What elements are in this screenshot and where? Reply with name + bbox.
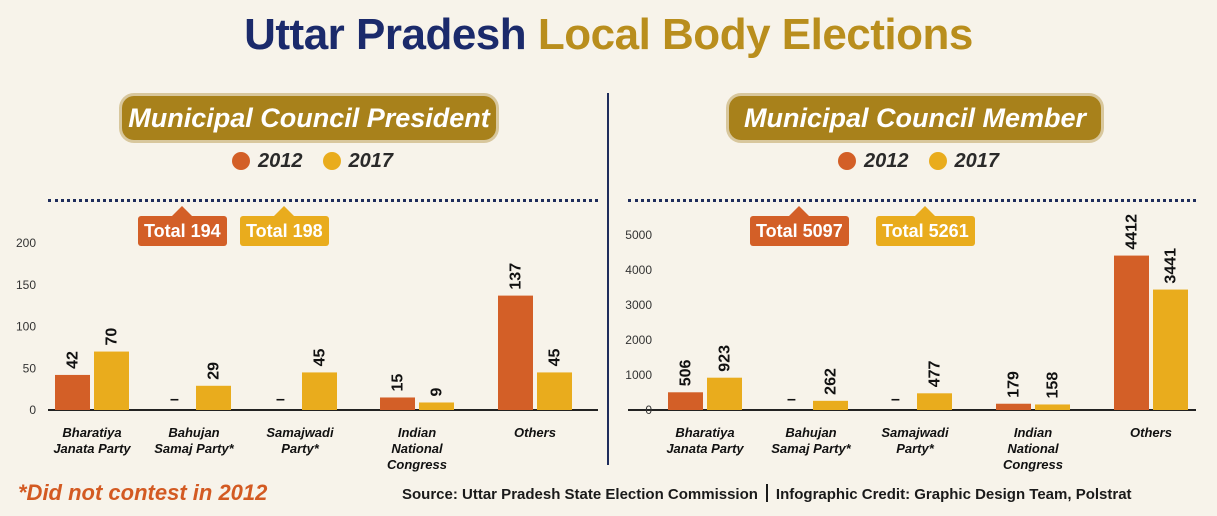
data-label-2017: 9 [429,387,446,396]
y-tick-label: 1000 [625,368,652,382]
credit-text: Infographic Credit: Graphic Design Team,… [775,486,1132,503]
left-total-2017: Total 198 [240,206,329,246]
legend-2017-swatch [928,152,947,170]
category-label: Samaj Party* [154,441,234,456]
data-label-2017: 262 [823,368,840,395]
bar-2017 [1035,404,1070,410]
data-label-2012: 137 [508,263,525,290]
category-label: Bharatiya [675,425,734,440]
bar-2012 [498,295,533,410]
bar-2017 [196,385,231,410]
left-legend: 2012 2017 [232,149,405,173]
data-label-2017: 45 [547,349,564,367]
y-tick-label: 5000 [625,228,652,242]
category-label: Bahujan [785,425,836,440]
category-label: Party* [281,441,320,456]
left-dotted-line [48,199,598,202]
category-label: Samajwadi [881,425,949,440]
bar-2017 [94,351,129,410]
data-label-2012: 506 [678,359,695,386]
right-legend: 2012 2017 [838,149,1011,173]
right-dotted-line [628,199,1196,202]
data-label-2012: 15 [390,374,407,392]
category-label: National [391,441,443,456]
right-panel-title: Municipal Council Member [729,96,1101,140]
category-label: Others [514,425,556,440]
left-total-2012: Total 194 [138,206,227,246]
bar-2017 [419,402,454,410]
data-label-2012: – [787,391,796,408]
data-label-2017: 45 [312,349,329,367]
right-total-2017: Total 5261 [876,206,975,246]
footnote: *Did not contest in 2012 [18,480,268,505]
data-label-2012: 4412 [1124,214,1141,250]
y-tick-label: 0 [29,403,36,417]
bar-2017 [1153,289,1188,410]
data-label-2017: 3441 [1163,248,1180,284]
legend-2017-swatch [322,152,341,170]
category-label: Congress [1003,457,1063,472]
bar-2012 [668,392,703,410]
category-label: Congress [387,457,447,472]
category-label: Party* [896,441,935,456]
category-label: Others [1130,425,1172,440]
data-label-2017: 158 [1045,372,1062,399]
legend-2012-swatch [838,152,856,170]
legend-2017-label: 2017 [348,149,394,172]
bar-2017 [707,377,742,410]
source-line: Source: Uttar Pradesh State Election Com… [402,484,1132,503]
data-label-2012: – [891,391,900,408]
title-part-1: Uttar Pradesh [244,10,527,59]
category-label: National [1007,441,1059,456]
data-label-2012: – [276,391,285,408]
bar-2017 [813,400,848,410]
page-title: Uttar Pradesh Local Body Elections [0,10,1217,60]
panel-divider [607,93,609,465]
y-tick-label: 150 [16,278,36,292]
y-tick-label: 100 [16,320,36,334]
title-part-2: Local Body Elections [537,10,973,59]
y-tick-label: 200 [16,236,36,250]
category-label: Bharatiya [62,425,121,440]
data-label-2017: 29 [206,362,223,380]
bar-2017 [537,372,572,410]
y-tick-label: 50 [23,361,37,375]
bar-2012 [55,374,90,410]
legend-2012-label: 2012 [864,149,909,172]
right-chart: 0 1000 2000 3000 4000 5000 506 923 BharatiyaJana… [625,214,1196,472]
data-label-2012: 42 [65,351,82,369]
legend-2012-swatch [232,152,250,170]
category-label: Samaj Party* [771,441,851,456]
category-label: Samajwadi [266,425,334,440]
data-label-2017: 70 [104,328,121,346]
category-label: Janata Party [666,441,744,456]
y-tick-label: 4000 [625,263,652,277]
source-separator [765,484,768,502]
right-total-2012: Total 5097 [750,206,849,246]
y-tick-label: 0 [645,403,652,417]
data-label-2017: 477 [927,361,944,388]
data-label-2012: – [170,391,179,408]
left-panel-title: Municipal Council President [122,96,496,140]
bar-2012 [380,397,415,410]
y-tick-label: 3000 [625,298,652,312]
legend-2017-label: 2017 [954,149,1000,172]
bar-2017 [917,393,952,410]
category-label: Janata Party [53,441,131,456]
data-label-2012: 179 [1006,371,1023,398]
data-label-2017: 923 [717,345,734,372]
legend-2012-label: 2012 [258,149,303,172]
category-label: Indian [398,425,436,440]
bar-2012 [1114,255,1149,410]
category-label: Indian [1014,425,1052,440]
bar-2017 [302,372,337,410]
bar-2012 [996,403,1031,410]
category-label: Bahujan [168,425,219,440]
source-text: Source: Uttar Pradesh State Election Com… [402,486,758,503]
y-tick-label: 2000 [625,333,652,347]
